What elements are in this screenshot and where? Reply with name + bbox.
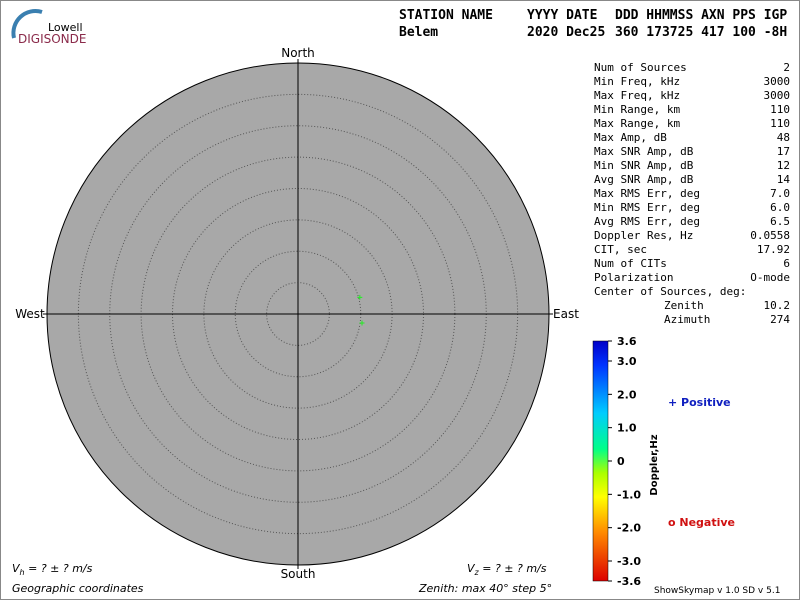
velocity-symbol: V bbox=[12, 562, 21, 575]
stat-value: 2 bbox=[783, 61, 790, 74]
stat-label: Max RMS Err, deg bbox=[594, 187, 700, 200]
coords-note: Geographic coordinates bbox=[12, 582, 144, 595]
stat-label: CIT, sec bbox=[594, 243, 647, 256]
stat-value: 3000 bbox=[764, 89, 791, 102]
header-value: Belem bbox=[399, 25, 438, 40]
compass-north: North bbox=[281, 46, 315, 60]
header-label: STATION NAME bbox=[399, 8, 493, 23]
logo-line2: DIGISONDE bbox=[18, 32, 86, 46]
colorbar-tick-label: 3.6 bbox=[617, 335, 637, 348]
velocity-text: = ? ± ? m/s bbox=[25, 562, 93, 575]
stat-value: O-mode bbox=[750, 271, 790, 284]
stat-value: 274 bbox=[770, 313, 790, 326]
velocity-symbol: V bbox=[467, 562, 476, 575]
stat-value: 10.2 bbox=[764, 299, 791, 312]
header-label: YYYY DATE bbox=[527, 8, 597, 23]
header-value: 2020 Dec25 bbox=[527, 25, 605, 40]
stat-value: 48 bbox=[777, 131, 790, 144]
stat-value: 12 bbox=[777, 159, 790, 172]
zenith-part: Zenith: max bbox=[418, 582, 489, 595]
stat-value: 6 bbox=[783, 257, 790, 270]
velocity-text: = ? ± ? m/s bbox=[479, 562, 547, 575]
stat-label: Min Freq, kHz bbox=[594, 75, 680, 88]
center-label: Center of Sources, deg: bbox=[594, 285, 746, 298]
stat-label: Max Range, km bbox=[594, 117, 680, 130]
stat-value: 6.0 bbox=[770, 201, 790, 214]
zenith-part: ° bbox=[547, 582, 553, 595]
colorbar-tick-label: 0 bbox=[617, 455, 625, 468]
stat-label: Avg SNR Amp, dB bbox=[594, 173, 694, 186]
stat-label: Min RMS Err, deg bbox=[594, 201, 700, 214]
velocity-subscript: z bbox=[474, 568, 480, 577]
colorbar bbox=[592, 340, 609, 582]
stat-label: Num of CITs bbox=[594, 257, 667, 270]
stat-label: Max Freq, kHz bbox=[594, 89, 680, 102]
stat-value: 3000 bbox=[764, 75, 791, 88]
stat-label: Min SNR Amp, dB bbox=[594, 159, 694, 172]
logo-line1: Lowell bbox=[48, 21, 83, 34]
header-label: DDD HHMMSS AXN PPS IGP bbox=[615, 8, 787, 23]
compass-south: South bbox=[281, 567, 316, 581]
stat-value: 7.0 bbox=[770, 187, 790, 200]
colorbar-tick-label: -3.0 bbox=[617, 555, 641, 568]
zenith-part: ° step bbox=[503, 582, 539, 595]
source-marker bbox=[359, 320, 365, 326]
logo-arc bbox=[11, 9, 43, 39]
velocity-subscript: h bbox=[20, 568, 25, 577]
stat-value: 110 bbox=[770, 117, 790, 130]
stat-label: Azimuth bbox=[664, 313, 710, 326]
stat-value: 17.92 bbox=[757, 243, 790, 256]
compass-west: West bbox=[15, 307, 45, 321]
stat-value: 14 bbox=[777, 173, 791, 186]
stat-value: 110 bbox=[770, 103, 790, 116]
stat-label: Num of Sources bbox=[594, 61, 687, 74]
stat-label: Polarization bbox=[594, 271, 673, 284]
legend-negative: o Negative bbox=[668, 516, 735, 529]
stat-value: 0.0558 bbox=[750, 229, 790, 242]
zenith-part: 40 bbox=[489, 582, 503, 595]
colorbar-tick-label: -3.6 bbox=[617, 575, 641, 588]
colorbar-tick-label: 1.0 bbox=[617, 422, 637, 435]
colorbar-title: Doppler,Hz bbox=[649, 434, 660, 495]
colorbar-tick-label: 3.0 bbox=[617, 355, 637, 368]
legend-positive: + Positive bbox=[668, 396, 731, 409]
stat-value: 17 bbox=[777, 145, 790, 158]
version: ShowSkymap v 1.0 SD v 5.1 bbox=[654, 586, 780, 596]
stat-label: Zenith bbox=[664, 299, 704, 312]
stat-label: Max Amp, dB bbox=[594, 131, 667, 144]
zenith-part: 5 bbox=[540, 582, 547, 595]
colorbar-tick-label: -2.0 bbox=[617, 522, 641, 535]
stat-value: 6.5 bbox=[770, 215, 790, 228]
velocity-vh: Vh = ? ± ? m/s bbox=[12, 562, 93, 577]
stat-label: Doppler Res, Hz bbox=[594, 229, 693, 242]
source-marker bbox=[357, 294, 363, 300]
compass-east: East bbox=[553, 307, 579, 321]
colorbar-tick-label: -1.0 bbox=[617, 488, 641, 501]
colorbar-tick-label: 2.0 bbox=[617, 388, 637, 401]
velocity-vz: Vz = ? ± ? m/s bbox=[467, 562, 547, 577]
stat-label: Avg RMS Err, deg bbox=[594, 215, 700, 228]
stat-label: Min Range, km bbox=[594, 103, 680, 116]
zenith-note: Zenith: max 40° step 5° bbox=[418, 582, 552, 595]
stat-label: Max SNR Amp, dB bbox=[594, 145, 694, 158]
header-value: 360 173725 417 100 -8H bbox=[615, 25, 787, 40]
